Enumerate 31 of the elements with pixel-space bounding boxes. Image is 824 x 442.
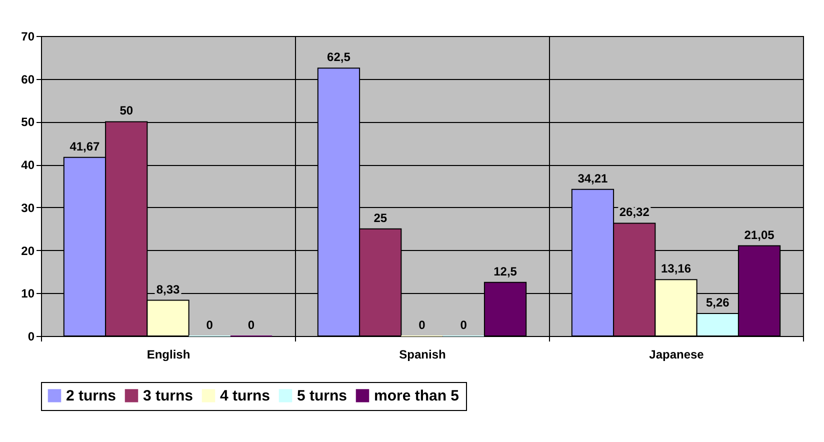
y-tick-label: 0 (28, 330, 35, 344)
x-tick-label: English (146, 348, 190, 362)
y-tick-label: 30 (21, 200, 35, 215)
data-label: 34,21 (578, 171, 608, 186)
legend-label: 4 turns (220, 388, 270, 405)
legend-label: 3 turns (143, 388, 194, 405)
x-tick-label: Spanish (399, 348, 446, 362)
data-label: 13,16 (660, 262, 692, 276)
legend-label: more than 5 (374, 388, 460, 405)
legend-label: 5 turns (297, 388, 348, 405)
legend-label: 2 turns (66, 388, 116, 405)
data-label: 0 (206, 318, 214, 332)
data-label: 0 (418, 318, 426, 332)
y-tick-label: 60 (21, 72, 35, 86)
data-label: 0 (248, 318, 255, 332)
y-tick-label: 10 (21, 286, 35, 301)
data-label: 8,33 (156, 282, 180, 296)
data-label: 41,67 (70, 139, 100, 154)
data-label: 62,5 (327, 50, 351, 64)
data-label: 25 (374, 210, 388, 225)
data-label: 26,32 (619, 205, 650, 220)
data-label: 50 (120, 104, 134, 118)
data-label: 0 (460, 318, 468, 332)
x-tick-label: Japanese (649, 348, 704, 362)
data-label: 5,26 (706, 295, 730, 310)
y-tick-label: 70 (21, 30, 35, 44)
y-tick-label: 20 (21, 244, 35, 258)
y-tick-label: 40 (21, 158, 35, 172)
data-label: 12,5 (494, 264, 518, 278)
data-label: 21,05 (744, 228, 775, 242)
y-tick-label: 50 (21, 115, 35, 130)
